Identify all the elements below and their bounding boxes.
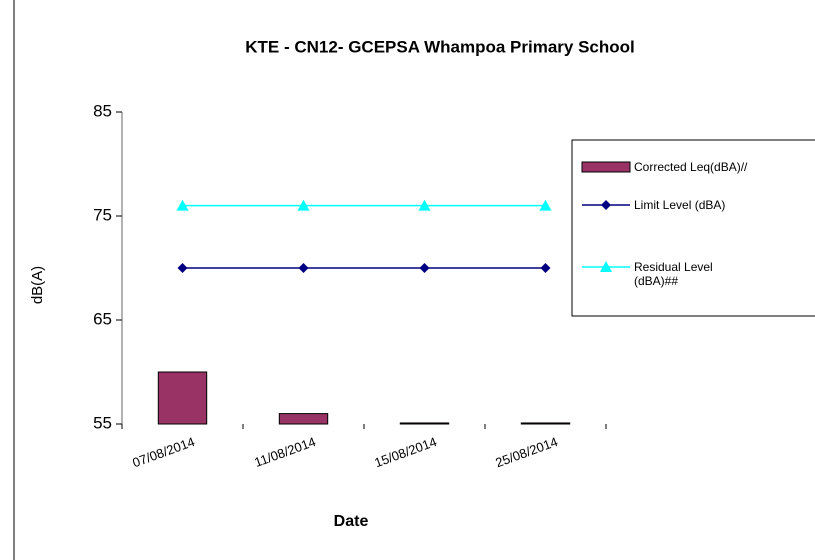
chart-title: KTE - CN12- GCEPSA Whampoa Primary Schoo… [245,37,635,56]
line-marker [176,199,189,211]
legend-label: Limit Level (dBA) [634,198,726,212]
y-tick-label: 65 [93,309,112,328]
bar [278,413,329,425]
y-tick-label: 55 [93,413,112,432]
x-tick-label: 15/08/2014 [372,434,438,470]
y-tick-label: 85 [93,101,112,120]
x-tick-label: 11/08/2014 [252,434,317,470]
line-marker [540,263,551,273]
legend-label: Residual Level (dBA)## [634,260,713,288]
line-marker [600,261,612,272]
line-marker [539,199,552,211]
x-axis-label: Date [334,513,369,530]
bar [520,422,571,425]
x-tick-label: 25/08/2014 [493,434,559,470]
line-marker [418,199,431,211]
line-marker [298,263,309,273]
line-marker [419,263,430,273]
legend-label: Corrected Leq(dBA)// [634,160,748,174]
legend-swatch [581,161,631,173]
x-tick-label: 07/08/2014 [130,434,196,470]
line-marker [297,199,310,211]
y-axis-label: dB(A) [29,266,46,304]
bar [157,371,208,425]
line-marker [601,200,611,210]
bar [399,422,450,425]
y-tick-label: 75 [93,205,112,224]
line-marker [177,263,188,273]
